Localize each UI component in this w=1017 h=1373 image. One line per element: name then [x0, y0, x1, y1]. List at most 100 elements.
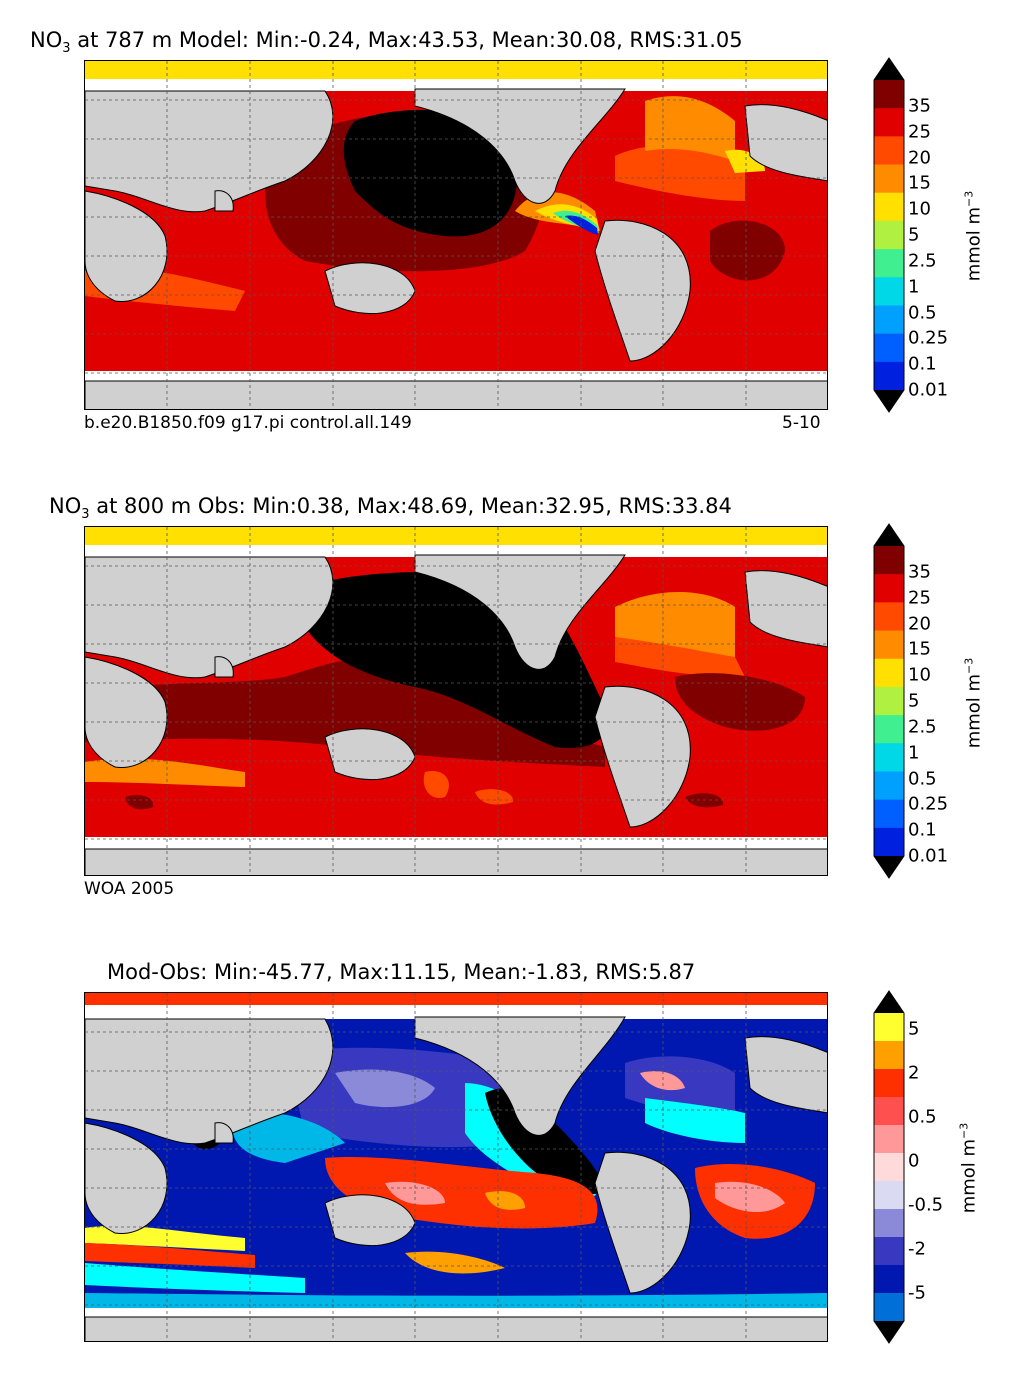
panel1-map [84, 60, 828, 410]
panel2-colorbar-unit: mmol m−3 [962, 658, 984, 749]
panel1-title-sub: 3 [62, 41, 71, 57]
colorbar-tick-label: 10 [908, 198, 931, 220]
colorbar-tick-label: 0.5 [908, 768, 937, 789]
colorbar-segment [874, 80, 904, 109]
panel1-unit-text: mmol m [963, 206, 985, 282]
colorbar-segment [874, 305, 904, 335]
colorbar-tick-label: 0.5 [908, 1106, 937, 1128]
colorbar-tick-label: 0.5 [908, 302, 937, 323]
panel1-title-rest: at 787 m Model: Min:-0.24, Max:43.53, Me… [70, 28, 743, 52]
colorbar-segment [874, 630, 904, 660]
panel2-unit-sup: −3 [962, 657, 976, 674]
colorbar-tick-label: 25 [908, 587, 931, 609]
panel3-map [84, 992, 828, 1342]
colorbar-top-extend [874, 991, 904, 1013]
colorbar-segment [874, 192, 904, 222]
colorbar-segment [874, 1069, 904, 1098]
colorbar-tick-label: 20 [908, 147, 931, 168]
colorbar-segment [874, 1013, 904, 1042]
colorbar-tick-label: 0.1 [908, 353, 937, 375]
colorbar-tick-label: 2 [908, 1062, 920, 1084]
colorbar-segment [874, 715, 904, 744]
colorbar-tick-label: 10 [908, 664, 931, 686]
colorbar-bottom-extend [874, 856, 904, 878]
colorbar-tick-label: 1 [908, 742, 920, 764]
colorbar-tick-label: 0.01 [908, 379, 949, 401]
panel3-title: Mod-Obs: Min:-45.77, Max:11.15, Mean:-1.… [107, 960, 695, 984]
colorbar-tick-label: 25 [908, 121, 931, 143]
colorbar-segment [874, 1153, 904, 1182]
panel1-caption-left: b.e20.B1850.f09 g17.pi control.all.149 [84, 413, 412, 433]
colorbar-segment [874, 1097, 904, 1126]
colorbar-tick-label: 20 [908, 613, 931, 634]
colorbar-segment [874, 220, 904, 250]
panel3-unit-sup: −3 [957, 1122, 971, 1139]
panel1-colorbar [873, 57, 905, 413]
colorbar-segment [874, 799, 904, 829]
colorbar-tick-label: 5 [908, 690, 920, 712]
panel2-title-sub: 3 [81, 507, 90, 523]
panel2-map [84, 526, 828, 876]
colorbar-segment [874, 1125, 904, 1154]
colorbar-segment [874, 108, 904, 137]
colorbar-tick-label: 0.25 [908, 327, 949, 349]
colorbar-outline [873, 523, 905, 879]
panel1-unit-sup: −3 [962, 190, 976, 207]
colorbar-segment [874, 333, 904, 363]
panel1-colorbar-unit: mmol m−3 [962, 191, 984, 282]
colorbar-top-extend [874, 524, 904, 546]
colorbar-segment [874, 658, 904, 688]
colorbar-bottom-extend [874, 1321, 904, 1343]
colorbar-tick-label: 1 [908, 276, 920, 298]
colorbar-tick-label: 0.1 [908, 819, 937, 841]
colorbar-segment [874, 827, 904, 857]
colorbar-segment [874, 164, 904, 194]
panel3-unit-text: mmol m [958, 1138, 980, 1214]
panel2-title: NO3 at 800 m Obs: Min:0.38, Max:48.69, M… [49, 494, 732, 522]
panel2-title-prefix: NO [49, 494, 82, 518]
colorbar-tick-label: 2.5 [908, 250, 937, 272]
panel1-title-prefix: NO [30, 28, 63, 52]
colorbar-tick-label: 0.25 [908, 793, 949, 815]
colorbar-segment [874, 1041, 904, 1070]
colorbar-tick-label: 5 [908, 1018, 920, 1040]
colorbar-segment [874, 277, 904, 306]
colorbar-top-extend [874, 58, 904, 80]
colorbar-segment [874, 249, 904, 278]
colorbar-tick-label: 35 [908, 561, 931, 583]
colorbar-tick-label: -2 [908, 1238, 926, 1260]
colorbar-tick-label: 0 [908, 1150, 920, 1172]
colorbar-segment [874, 546, 904, 575]
panel1-title: NO3 at 787 m Model: Min:-0.24, Max:43.53… [30, 28, 743, 56]
colorbar-tick-label: 0.01 [908, 845, 949, 867]
colorbar-tick-label: 2.5 [908, 716, 937, 738]
panel2-unit-text: mmol m [963, 673, 985, 749]
panel3-colorbar [873, 990, 905, 1344]
colorbar-segment [874, 136, 904, 166]
colorbar-tick-label: 15 [908, 172, 931, 194]
colorbar-segment [874, 602, 904, 632]
colorbar-segment [874, 361, 904, 391]
panel2-title-rest: at 800 m Obs: Min:0.38, Max:48.69, Mean:… [89, 494, 732, 518]
colorbar-segment [874, 771, 904, 801]
panel3-colorbar-unit: mmol m−3 [957, 1123, 979, 1214]
panel1-caption-right: 5-10 [782, 413, 821, 433]
colorbar-tick-label: 15 [908, 638, 931, 660]
colorbar-outline [873, 57, 905, 413]
colorbar-tick-label: 5 [908, 224, 920, 246]
colorbar-segment [874, 1181, 904, 1210]
colorbar-tick-label: -5 [908, 1282, 926, 1304]
colorbar-segment [874, 1209, 904, 1238]
colorbar-segment [874, 743, 904, 772]
colorbar-segment [874, 1237, 904, 1266]
colorbar-bottom-extend [874, 390, 904, 412]
colorbar-segment [874, 1265, 904, 1294]
panel3-title-rest: Mod-Obs: Min:-45.77, Max:11.15, Mean:-1.… [107, 960, 696, 984]
colorbar-segment [874, 686, 904, 716]
colorbar-tick-label: -0.5 [908, 1194, 944, 1216]
panel2-colorbar [873, 523, 905, 879]
colorbar-segment [874, 574, 904, 603]
panel2-caption-left: WOA 2005 [84, 879, 175, 899]
colorbar-tick-label: 35 [908, 95, 931, 117]
colorbar-outline [873, 990, 905, 1344]
